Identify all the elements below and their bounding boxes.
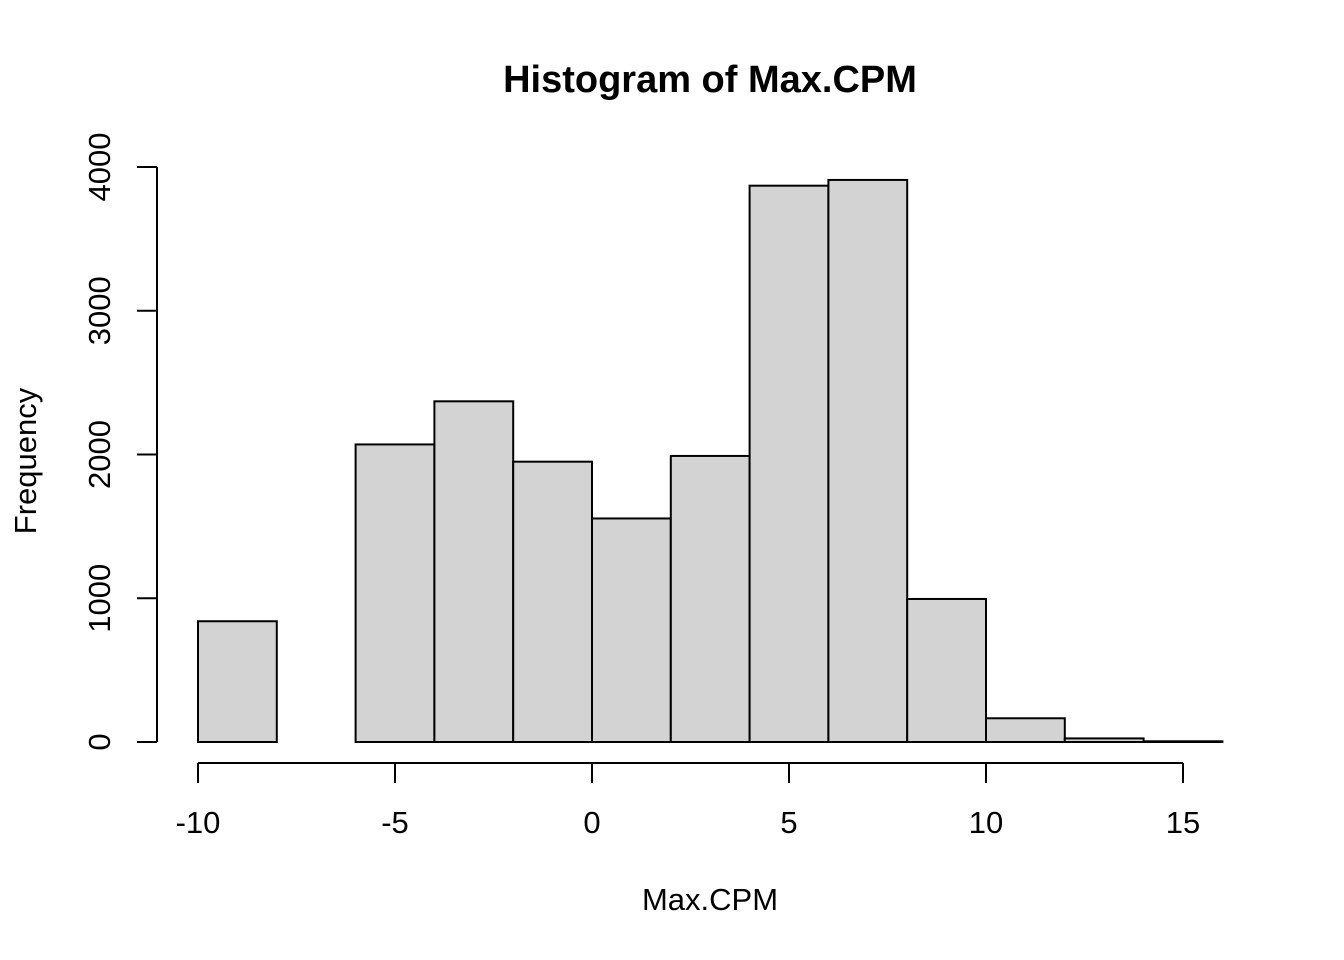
histogram-bar-10 (985, 717, 1066, 743)
x-tick-label: 0 (583, 805, 600, 840)
y-tick-label: 4000 (82, 133, 117, 202)
histogram-bar-4 (512, 460, 594, 743)
bars (197, 178, 1224, 743)
histogram-bar-12 (1142, 740, 1224, 743)
y-axis-label: Frequency (8, 387, 43, 534)
y-tick-label: 3000 (82, 276, 117, 345)
histogram-bar-7 (748, 184, 830, 743)
histogram-bar-5 (591, 517, 672, 743)
y-tick-label: 0 (82, 733, 117, 750)
x-tick-label: 10 (969, 805, 1003, 840)
histogram-bar-3 (433, 400, 515, 743)
y-axis: 0 1000 2000 3000 4000 (82, 133, 158, 751)
chart-title: Histogram of Max.CPM (503, 59, 917, 101)
y-tick-label: 1000 (82, 564, 117, 633)
histogram-bar-11 (1063, 737, 1145, 743)
x-axis-label: Max.CPM (642, 882, 778, 917)
histogram-bar-2 (354, 443, 436, 743)
y-tick-label: 2000 (82, 420, 117, 489)
histogram-bar-8 (827, 178, 909, 743)
histogram-bar-6 (669, 454, 751, 743)
x-tick-label: 5 (780, 805, 797, 840)
histogram-bar-0 (197, 620, 278, 743)
x-axis: -10 -5 0 5 10 15 (176, 762, 1200, 840)
x-tick-label: -10 (176, 805, 221, 840)
x-tick-label: 15 (1166, 805, 1200, 840)
x-tick-label: -5 (381, 805, 409, 840)
histogram-bar-9 (906, 597, 988, 743)
